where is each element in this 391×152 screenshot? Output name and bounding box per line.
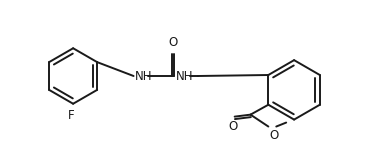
Text: O: O: [228, 120, 237, 133]
Text: F: F: [68, 109, 74, 122]
Text: NH: NH: [135, 69, 152, 83]
Text: O: O: [169, 36, 178, 49]
Text: O: O: [269, 128, 279, 142]
Text: NH: NH: [176, 69, 194, 83]
